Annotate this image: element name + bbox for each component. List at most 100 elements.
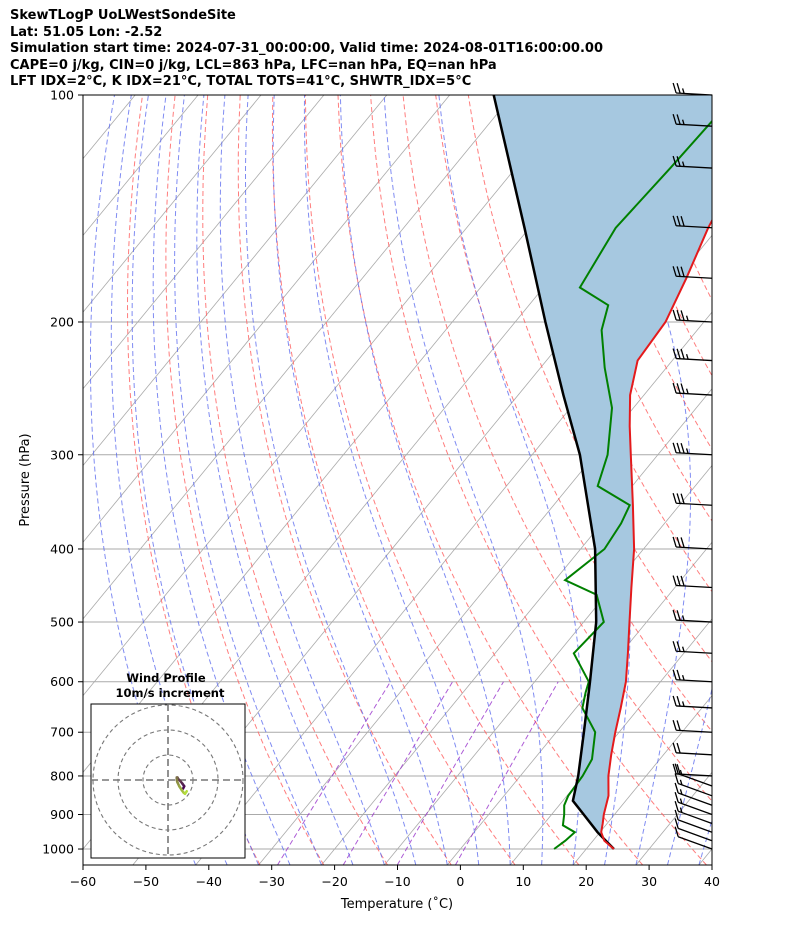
wind-barb-flag [680, 383, 685, 394]
header-title: SkewTLogP UoLWestSondeSite [10, 8, 236, 23]
wind-barb-flag [680, 443, 685, 454]
isotherm-line [384, 464, 712, 865]
moist-adiabat-line [339, 95, 511, 865]
moist-adiabat-line [303, 95, 480, 865]
wind-barb-flag [676, 720, 681, 731]
wind-barb-half-flag [679, 789, 683, 795]
isotherm-line [83, 95, 325, 390]
wind-barb [674, 782, 713, 806]
wind-barb-shaft [676, 650, 713, 654]
wind-barb-flag [676, 575, 681, 586]
wind-barb-flag [676, 669, 681, 681]
isotherm-line [83, 95, 262, 313]
wind-barb-flag [680, 493, 685, 504]
x-tick-label: −20 [321, 874, 347, 889]
x-tick-label: 30 [641, 874, 657, 889]
y-tick-label: 700 [50, 725, 74, 740]
wind-barb-flag [672, 669, 677, 680]
wind-barb-flag [672, 442, 677, 453]
wind-barb-shaft [677, 773, 713, 787]
x-axis-ticks: −60 −50 −40 −30 −20 −10 0 10 20 30 40 [70, 865, 720, 889]
wind-barb-flag [676, 114, 681, 125]
wind-barb-flag [676, 383, 681, 394]
wind-barb [672, 609, 713, 623]
wind-barb [672, 442, 713, 456]
wind-barb-shaft [676, 319, 713, 323]
wind-barb-flag [674, 826, 679, 837]
wind-barb [672, 348, 713, 362]
wind-barb-half-flag [681, 88, 685, 94]
dry-adiabat-line [729, 95, 794, 865]
hodograph-trace-segment [183, 790, 188, 795]
isotherm-line [572, 694, 712, 865]
wind-barb-half-flag [685, 315, 689, 321]
moist-adiabat-line [600, 95, 692, 865]
wind-barb-flag [672, 382, 677, 394]
x-tick-label: −40 [196, 874, 222, 889]
wind-barb [672, 641, 713, 654]
wind-barb-shaft [677, 836, 713, 850]
wind-barb-shaft [676, 225, 713, 229]
wind-barb-flag [680, 537, 685, 548]
x-tick-label: 10 [515, 874, 531, 889]
wind-barb-flag [676, 266, 681, 277]
y-tick-label: 500 [50, 615, 74, 630]
y-tick-label: 400 [50, 541, 74, 556]
isotherm-line [83, 95, 199, 236]
mixing-ratio-line [277, 681, 391, 865]
wind-barbs [672, 82, 713, 850]
moist-adiabat-line [152, 95, 291, 865]
wind-barb [672, 575, 713, 589]
wind-barb-shaft [676, 123, 713, 127]
wind-barb-flag [672, 742, 677, 754]
wind-barb [672, 536, 713, 550]
y-tick-label: 900 [50, 807, 74, 822]
wind-barb-shaft [676, 752, 713, 756]
dry-adiabat-line [237, 95, 452, 865]
wind-barb-shaft [677, 801, 713, 816]
wind-barb-flag [672, 609, 677, 621]
wind-barb-half-flag [681, 701, 685, 707]
wind-barb [672, 82, 713, 96]
moist-adiabat-line [383, 95, 544, 865]
isotherm-line [0, 95, 72, 865]
wind-barb-flag [672, 575, 677, 586]
dry-adiabat-line [435, 95, 712, 733]
wind-barb-flag [676, 537, 681, 548]
wind-barb-shaft [676, 773, 713, 777]
wind-barb-flag [674, 773, 679, 784]
wind-barb-shaft [676, 729, 713, 733]
wind-barb [672, 742, 713, 756]
wind-barb-flag [672, 493, 677, 504]
wind-barb-shaft [677, 792, 713, 806]
wind-barb-half-flag [679, 807, 683, 813]
wind-barb-flag [676, 310, 681, 321]
wind-barb-half-flag [681, 675, 685, 681]
wind-barb-shaft [676, 357, 713, 362]
moist-adiabat-line [219, 95, 385, 865]
wind-barb-shaft [677, 827, 713, 842]
wind-barb-flag [676, 610, 681, 621]
isotherm-line [258, 311, 712, 865]
mixing-ratio-line [396, 681, 504, 865]
wind-barb-flag [674, 763, 679, 774]
wind-barb [674, 800, 713, 825]
wind-barb-flag [672, 82, 677, 94]
wind-barb [672, 382, 713, 396]
wind-barb-half-flag [685, 354, 689, 360]
y-tick-label: 100 [50, 88, 74, 103]
isotherm-line [83, 95, 451, 543]
x-tick-label: −50 [133, 874, 159, 889]
isotherm-line [321, 388, 712, 865]
moist-adiabat-line [698, 818, 712, 865]
hodograph-title: Wind Profile [126, 671, 206, 685]
wind-barb [672, 155, 713, 169]
mixing-ratio-line [454, 681, 559, 865]
wind-barb-half-flag [685, 448, 689, 454]
header-cape-line: CAPE=0 j/kg, CIN=0 j/kg, LCL=863 hPa, LF… [10, 57, 497, 73]
wind-barb-flag [674, 809, 679, 821]
wind-barb-flag [680, 216, 685, 227]
wind-barb [672, 720, 713, 733]
wind-barb-flag [674, 800, 679, 812]
wind-barb-shaft [676, 452, 713, 456]
